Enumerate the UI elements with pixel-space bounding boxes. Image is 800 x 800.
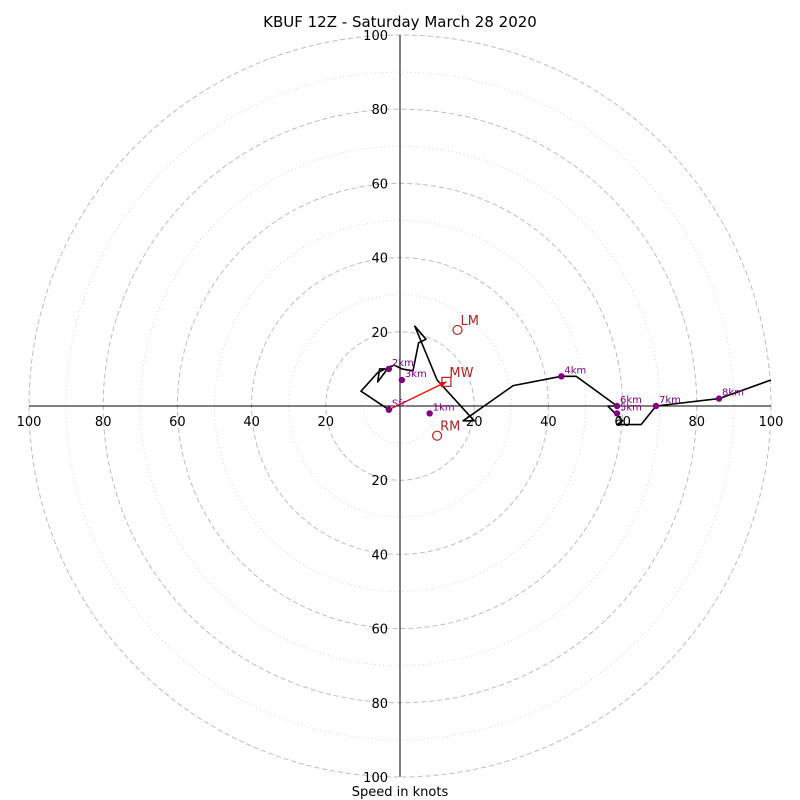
height-marker-7km (652, 402, 660, 410)
height-label-6km: 6km (620, 395, 642, 406)
y-tick-down-20: 20 (371, 474, 388, 489)
height-label-3km: 3km (405, 369, 427, 380)
height-label-5km: 5km (620, 402, 642, 413)
height-label-sfc: Sfc (392, 399, 407, 410)
y-tick-up-80: 80 (371, 103, 388, 118)
x-tick-left-80: 80 (95, 415, 112, 430)
x-tick-right-80: 80 (689, 415, 706, 430)
y-tick-down-80: 80 (371, 697, 388, 712)
y-tick-up-40: 40 (371, 252, 388, 267)
x-tick-right-100: 100 (759, 415, 784, 430)
chart-title: KBUF 12Z - Saturday March 28 2020 (263, 13, 537, 31)
height-marker-5km (613, 410, 621, 417)
shear-vector (388, 381, 447, 411)
shear-vector-line (388, 381, 447, 411)
height-label-1km: 1km (433, 402, 455, 413)
x-tick-right-20: 20 (466, 415, 483, 430)
x-tick-left-40: 40 (243, 415, 260, 430)
y-tick-down-100: 100 (363, 771, 388, 786)
storm-marker-lm (452, 324, 463, 336)
axis-tick-labels: 20 20 20 20 40 40 40 40 60 60 60 60 80 80 80 80 100 100 10… (17, 29, 784, 786)
wind-trace-line (360, 325, 772, 426)
storm-marker-mw (441, 376, 452, 387)
storm-label-rm: RM (440, 420, 460, 435)
x-tick-left-60: 60 (169, 415, 186, 430)
y-tick-down-60: 60 (371, 623, 388, 638)
height-marker-2km (385, 365, 393, 373)
storm-marker-rm (432, 430, 443, 441)
height-marker-6km (613, 402, 621, 410)
shear-vector-arrowhead (438, 381, 447, 388)
storm-motion-markers: LM MW RM (432, 314, 479, 441)
x-axis-label: Speed in knots (352, 785, 449, 800)
height-marker-4km (558, 373, 565, 380)
height-label-8km: 8km (722, 388, 744, 399)
height-marker-8km (715, 395, 723, 402)
storm-label-lm: LM (461, 314, 479, 329)
x-tick-right-60: 60 (614, 415, 631, 430)
y-tick-up-100: 100 (363, 29, 388, 44)
y-tick-up-60: 60 (371, 177, 388, 192)
y-tick-down-40: 40 (371, 548, 388, 563)
x-tick-left-20: 20 (318, 415, 335, 430)
height-marker-1km (426, 410, 433, 417)
height-marker-sfc (385, 406, 393, 413)
x-tick-right-40: 40 (540, 415, 557, 430)
height-label-4km: 4km (564, 365, 586, 376)
height-label-7km: 7km (659, 395, 681, 406)
height-marker-3km (398, 376, 406, 384)
axes (29, 35, 771, 777)
height-label-2km: 2km (392, 358, 414, 369)
x-tick-left-100: 100 (17, 415, 42, 430)
hodograph-trace (360, 325, 772, 426)
storm-label-mw: MW (449, 366, 473, 381)
y-tick-up-20: 20 (371, 326, 388, 341)
